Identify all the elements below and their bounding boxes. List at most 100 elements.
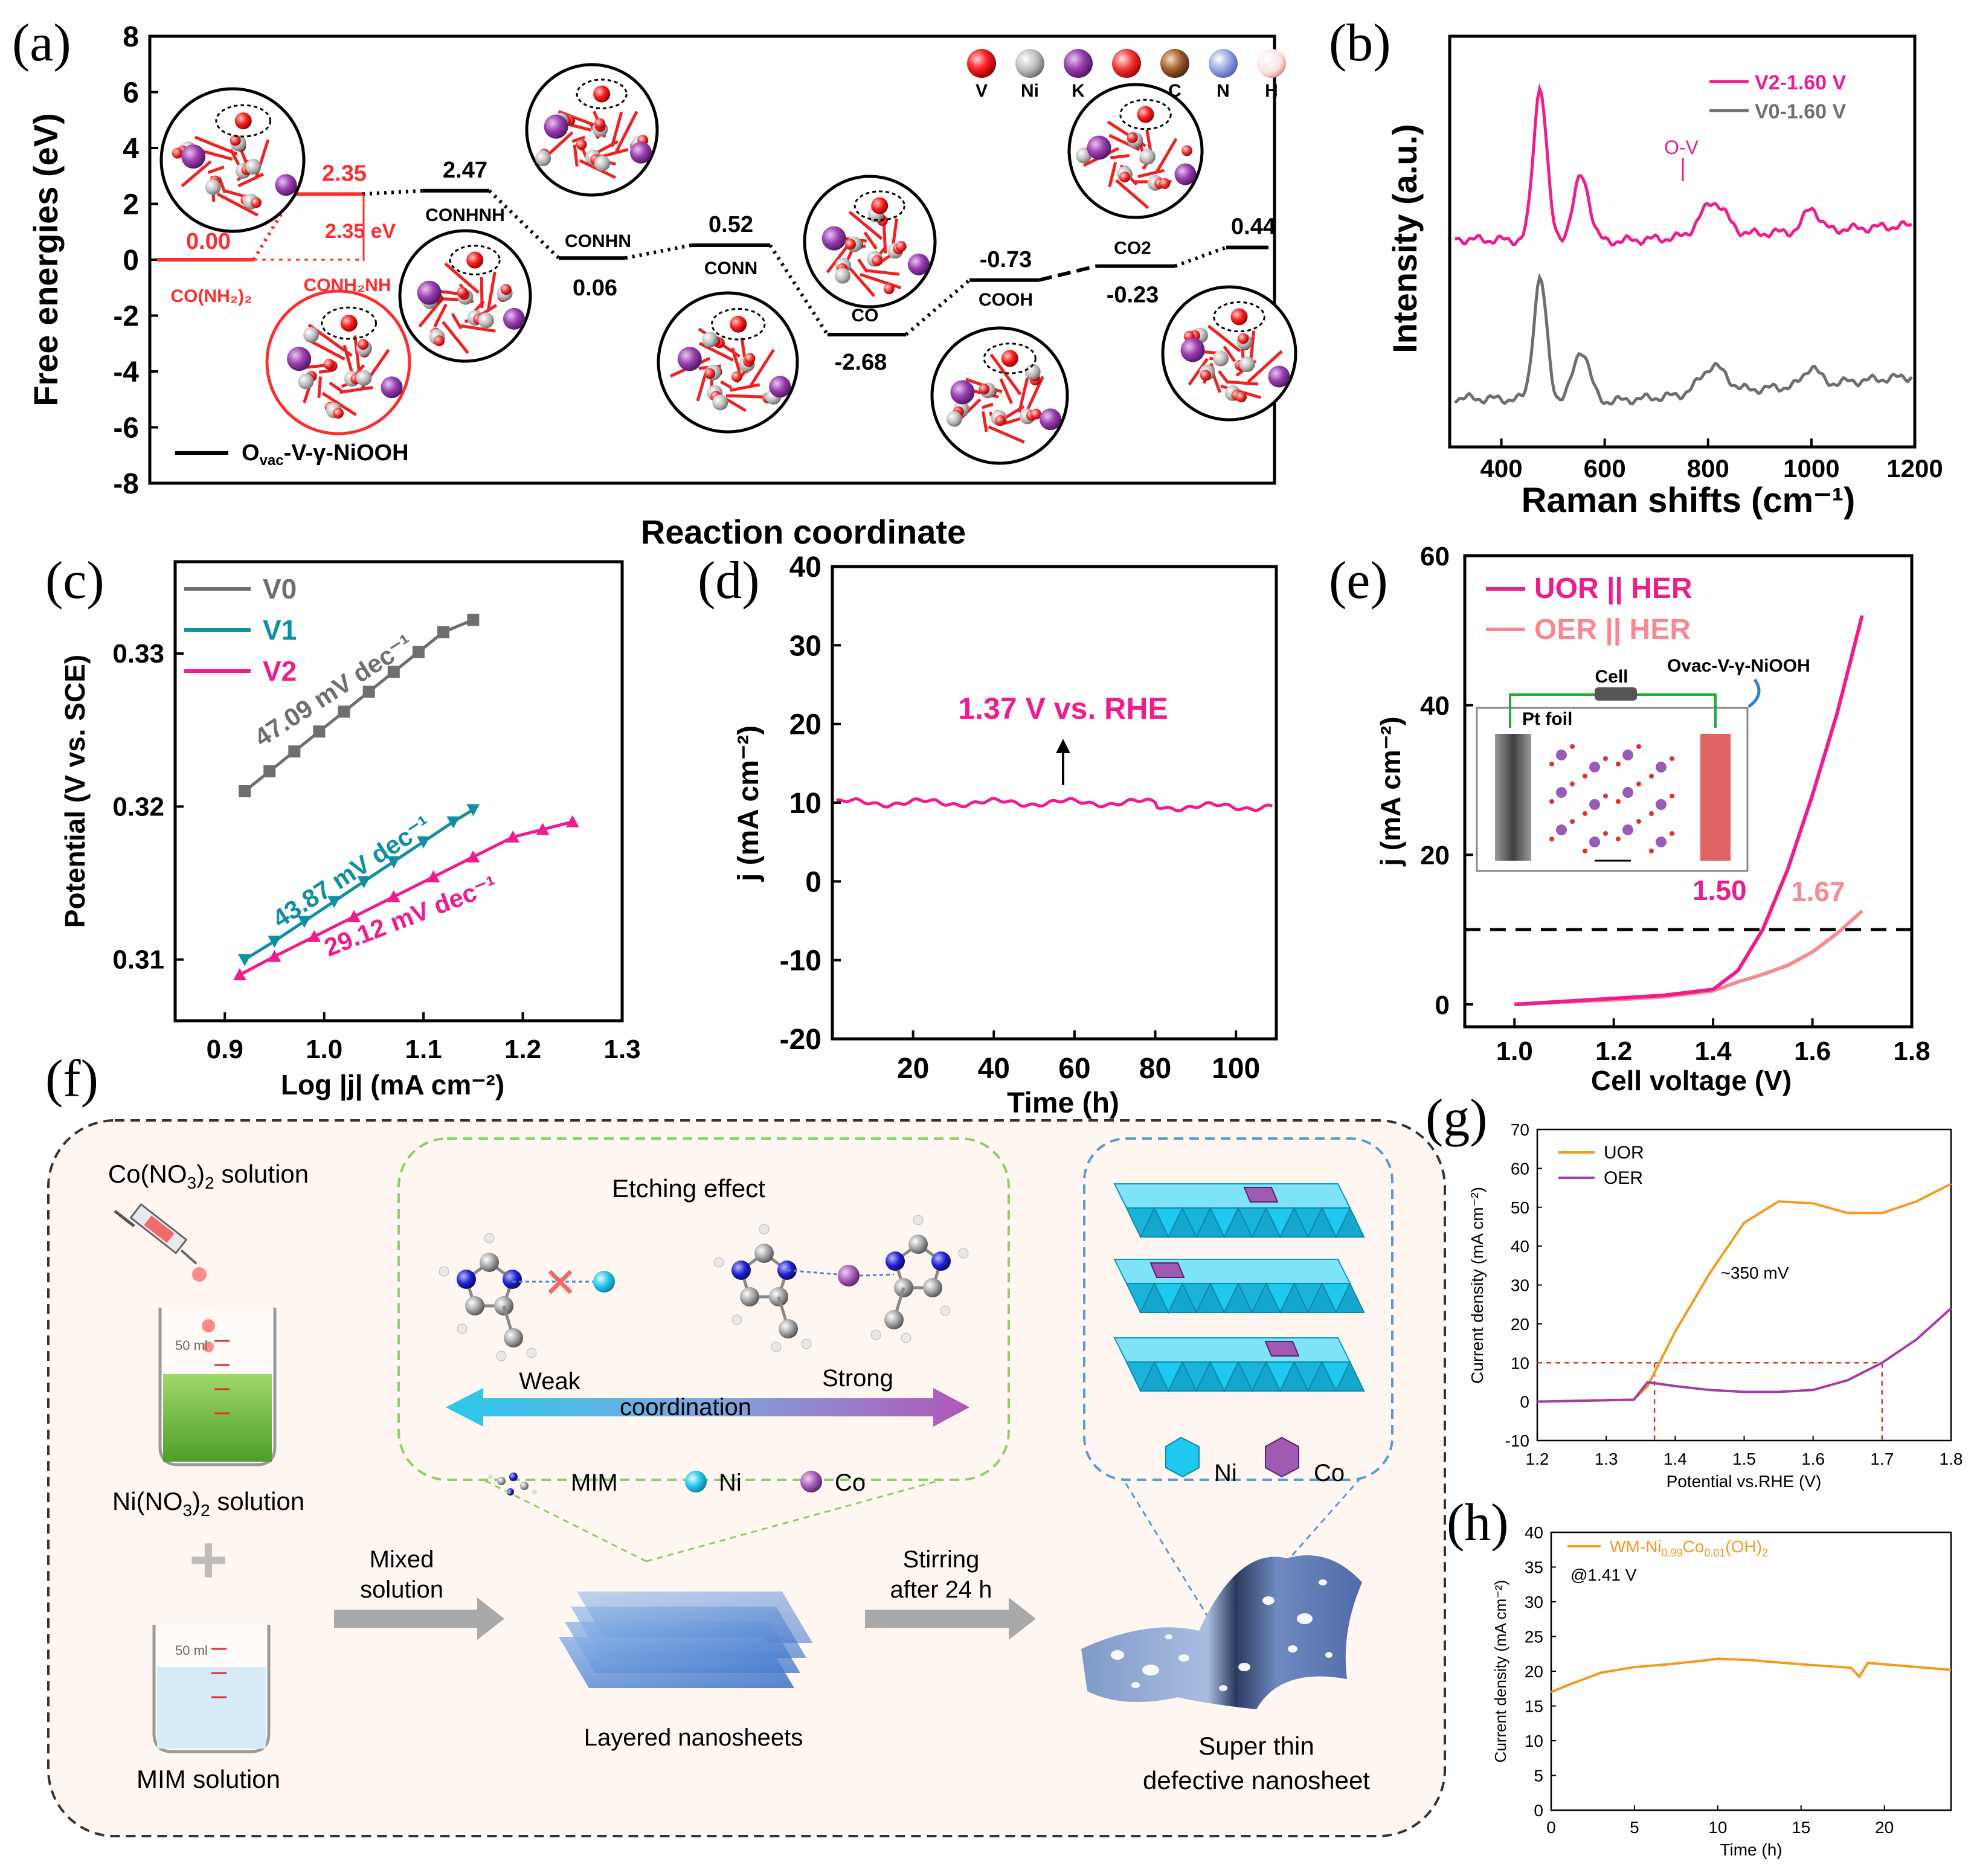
panel-e-frame (1463, 554, 1914, 1029)
atom-sphere (1238, 333, 1249, 344)
xtick-label: 1.5 (1732, 1450, 1756, 1468)
step-name-label: COOH (979, 290, 1033, 310)
step-name-label: CONN (704, 259, 757, 278)
atom-sphere (712, 394, 728, 411)
layered-octahedra (1113, 1183, 1365, 1393)
marker-V2 (307, 930, 321, 942)
series-OER (1537, 1307, 1952, 1403)
xtick-label: 20 (1875, 1818, 1894, 1837)
panel-g-annotation: ~350 mV (1721, 1264, 1789, 1282)
k-atom (1040, 408, 1061, 431)
octahedron-face (1335, 1206, 1365, 1238)
mim-molecules (439, 1215, 969, 1361)
bond (1017, 377, 1029, 413)
bond (433, 303, 448, 328)
ion-dot (1656, 799, 1667, 810)
legend-label-UOR: UOR || HER (1534, 573, 1693, 605)
bond (826, 245, 849, 274)
h-atom (870, 1329, 881, 1340)
ion-dot (1603, 756, 1608, 761)
step-value-label: 0.52 (709, 212, 753, 237)
ion-dot (1603, 831, 1608, 836)
marker-V0 (338, 705, 350, 718)
atom-sphere (886, 1251, 905, 1271)
step-value-label: 0.06 (573, 275, 617, 301)
atom-sphere (704, 368, 716, 379)
h-atom (484, 1233, 495, 1244)
ion-dot (1589, 762, 1600, 773)
ion-dot (1556, 750, 1567, 760)
panel-h-ylabel: Current density (mA cm⁻²) (1491, 1580, 1509, 1763)
h-atom (526, 1348, 537, 1358)
h-atom (496, 1351, 507, 1361)
ytick-label: 25 (1525, 1628, 1543, 1646)
atom-sphere (908, 1235, 928, 1254)
ytick-label: 0 (1534, 1801, 1543, 1820)
ion-dot (1636, 819, 1641, 824)
series-WM-NiCo (1551, 1657, 1952, 1694)
panel-c-xlabel: Log |j| (mA cm⁻²) (281, 1069, 504, 1100)
bond (1218, 370, 1229, 384)
ytick-label: 2 (123, 189, 139, 221)
k-atom (1174, 163, 1197, 185)
atom-sphere (230, 135, 241, 146)
atom-sphere (895, 240, 907, 252)
layered-nanosheets-icon (559, 1592, 812, 1688)
atom-sphere (1139, 149, 1156, 165)
ytick-label: 10 (1525, 1732, 1543, 1750)
octahedron-face (1335, 1360, 1365, 1392)
raman-annotation: O-V (1664, 137, 1699, 158)
atom-sphere (1200, 370, 1211, 381)
ytick-label: 6 (123, 77, 139, 109)
bond (1247, 350, 1283, 384)
bond (698, 342, 734, 362)
k-atom (821, 226, 846, 251)
marker-V1 (268, 936, 281, 948)
series-UOR-HER (1514, 615, 1864, 1006)
atom-label: V (976, 81, 988, 101)
marker-V2 (506, 830, 520, 843)
panel-c-tafel: (c) 0.9 1.0 1.1 1.2 1.3 0.31 0.32 0.33 Potentia… (45, 551, 641, 1100)
bond (866, 269, 900, 276)
thin-nanosheet-icon (1081, 1555, 1362, 1709)
guide-line-3 (1122, 1479, 1221, 1637)
k-atom (677, 347, 702, 371)
ytick-label: 40 (1420, 692, 1450, 721)
xtick-label: 400 (1480, 454, 1523, 483)
step-name-label: CO (852, 306, 879, 326)
series-OER-HER (1514, 909, 1863, 1006)
marker-V1 (446, 816, 460, 829)
adsorbate-atom (871, 197, 889, 214)
slab-top (1113, 1259, 1351, 1284)
atom-sphere (358, 339, 369, 350)
ni-cube-legend-label: Ni (1214, 1460, 1237, 1486)
adsorbate-outline (1213, 301, 1265, 333)
ion-dot (1636, 744, 1641, 749)
slab-top (1113, 1183, 1351, 1209)
co-solution-label: Co(NO3)2 solution (108, 1160, 309, 1192)
xtick-label: 1.7 (1870, 1450, 1894, 1468)
atom-sphere (731, 371, 742, 382)
ytick-label: 0 (1520, 1393, 1529, 1412)
bond (207, 165, 225, 174)
atom-sphere (333, 408, 344, 419)
panel-label-f: (f) (45, 1050, 98, 1108)
ytick-label: 5 (1534, 1767, 1543, 1785)
h-atom (901, 1332, 911, 1343)
adsorbate-atom (234, 112, 252, 130)
structure-box (1083, 1137, 1394, 1481)
process-arrow-1 (334, 1598, 504, 1640)
ion-dot (1556, 824, 1567, 835)
h-atom (913, 1215, 924, 1226)
panel-h-stability: (h) 0 5 10 15 20 40 35 30 25 20 15 10 5 0 Current den… (1447, 1494, 1952, 1859)
atom-N-icon (1209, 49, 1238, 78)
thin-label-2: defective nanosheet (1143, 1766, 1370, 1794)
bond (558, 110, 596, 127)
panel-h-annotation: @1.41 V (1570, 1566, 1637, 1584)
bond (1108, 162, 1117, 188)
xtick-label: 1.0 (306, 1035, 342, 1064)
panel-a-ylabel: Free energies (eV) (27, 113, 65, 406)
legend-label-V0: V0 (263, 573, 297, 605)
panel-c-frame (173, 560, 624, 1023)
